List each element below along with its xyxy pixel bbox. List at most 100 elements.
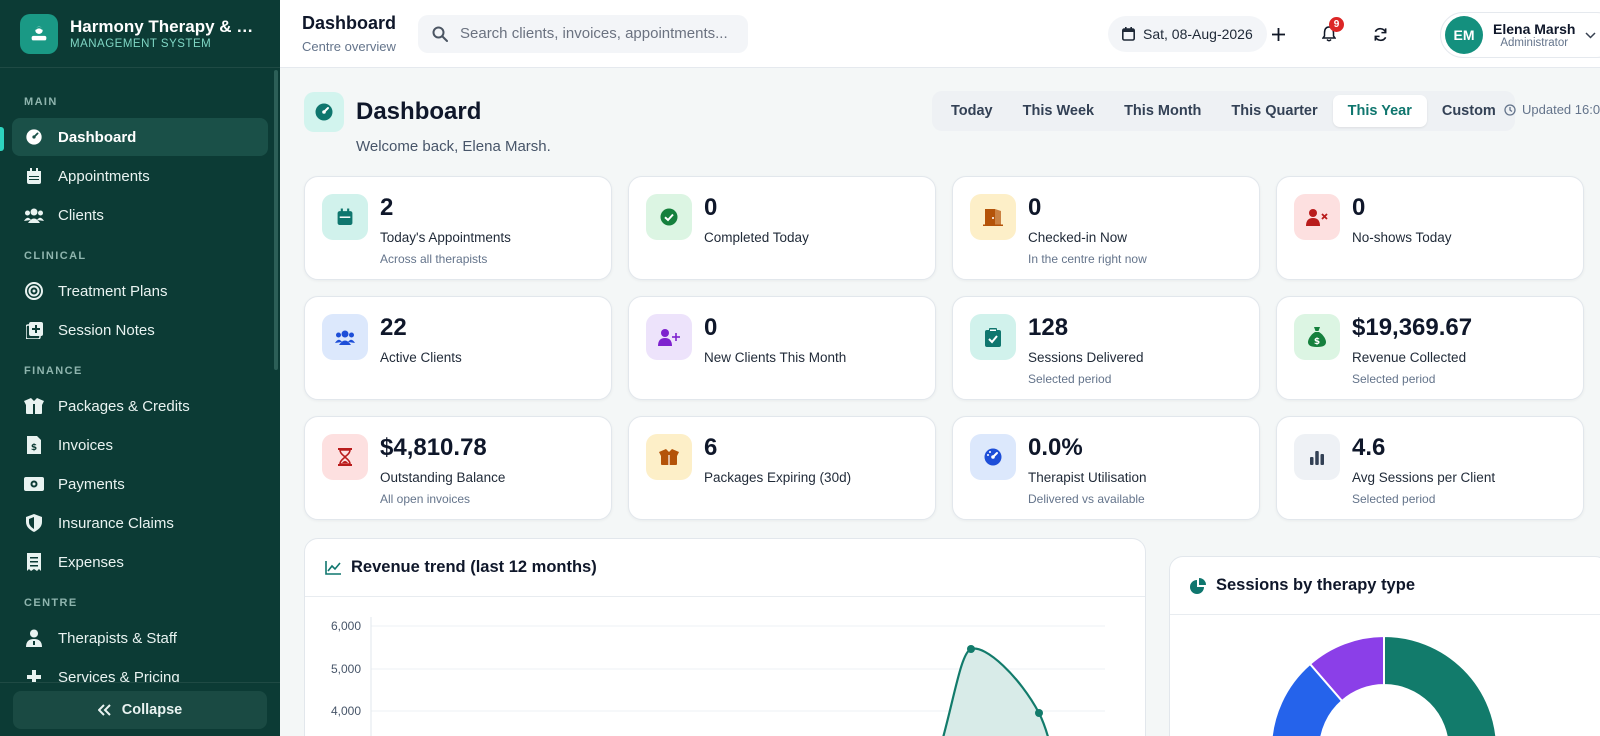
stat-value: 6 bbox=[704, 434, 718, 461]
box-icon bbox=[24, 396, 44, 416]
current-date: Sat, 08-Aug-2026 bbox=[1143, 26, 1253, 42]
stat-card[interactable]: 128 Sessions Delivered Selected period bbox=[952, 296, 1260, 400]
stat-card[interactable]: 4.6 Avg Sessions per Client Selected perio… bbox=[1276, 416, 1584, 520]
nav-section-centre: CENTRE bbox=[24, 597, 78, 609]
revenue-line bbox=[942, 647, 1049, 736]
sidebar-item-label: Dashboard bbox=[58, 128, 137, 146]
sidebar-item-label: Expenses bbox=[58, 553, 124, 571]
stat-value: $19,369.67 bbox=[1352, 314, 1473, 341]
stat-label: Completed Today bbox=[704, 230, 809, 245]
topbar: Dashboard Centre overview Search clients… bbox=[280, 0, 1600, 68]
calendar-icon bbox=[24, 166, 44, 186]
search-input[interactable]: Search clients, invoices, appointments..… bbox=[418, 14, 748, 53]
hourglass-icon bbox=[322, 434, 368, 480]
stat-card[interactable]: 0 No-shows Today bbox=[1276, 176, 1584, 280]
plus-icon bbox=[24, 667, 44, 682]
stat-value: 2 bbox=[380, 194, 394, 221]
revenue-point[interactable] bbox=[967, 645, 975, 653]
stat-label: Checked-in Now bbox=[1028, 230, 1128, 245]
sessions-donut-chart bbox=[1270, 634, 1498, 736]
user-role: Administrator bbox=[1500, 37, 1569, 49]
welcome-message: Welcome back, Elena Marsh. bbox=[356, 138, 551, 155]
line-chart-icon bbox=[325, 560, 341, 575]
stat-card[interactable]: 0 Completed Today bbox=[628, 176, 936, 280]
sidebar-item-label: Packages & Credits bbox=[58, 397, 190, 415]
user-x-icon bbox=[1294, 194, 1340, 240]
sidebar-item-session-notes[interactable]: Session Notes bbox=[12, 311, 268, 349]
search-placeholder: Search clients, invoices, appointments..… bbox=[460, 25, 728, 42]
stat-card[interactable]: 0 New Clients This Month bbox=[628, 296, 936, 400]
revenue-point[interactable] bbox=[1035, 709, 1043, 717]
search-icon bbox=[432, 26, 448, 42]
svg-text:$: $ bbox=[1314, 337, 1320, 347]
collapse-button[interactable]: Collapse bbox=[13, 691, 267, 729]
chevron-down-icon bbox=[1585, 31, 1597, 39]
sidebar-item-insurance-claims[interactable]: Insurance Claims bbox=[12, 504, 268, 542]
sidebar-item-payments[interactable]: Payments bbox=[12, 465, 268, 503]
period-this-quarter[interactable]: This Quarter bbox=[1231, 103, 1318, 119]
stat-label: Outstanding Balance bbox=[380, 470, 506, 485]
receipt-icon bbox=[24, 552, 44, 572]
nav-section-finance: FINANCE bbox=[24, 365, 83, 377]
stat-card[interactable]: $ $19,369.67 Revenue Collected Selected per… bbox=[1276, 296, 1584, 400]
sidebar-item-treatment-plans[interactable]: Treatment Plans bbox=[12, 272, 268, 310]
period-this-month[interactable]: This Month bbox=[1124, 103, 1202, 119]
stat-value: 0 bbox=[704, 314, 718, 341]
sidebar-item-clients[interactable]: Clients bbox=[12, 196, 268, 234]
stat-card[interactable]: $4,810.78 Outstanding Balance All open inv… bbox=[304, 416, 612, 520]
sidebar-item-services-pricing[interactable]: Services & Pricing bbox=[12, 658, 268, 682]
notifications-button[interactable]: 9 bbox=[1315, 17, 1344, 48]
sidebar-item-invoices[interactable]: $ Invoices bbox=[12, 426, 268, 464]
stat-value: 0 bbox=[1028, 194, 1042, 221]
sidebar-item-dashboard[interactable]: Dashboard bbox=[12, 118, 268, 156]
brand-logo-icon bbox=[20, 13, 58, 54]
sidebar-item-appointments[interactable]: Appointments bbox=[12, 157, 268, 195]
user-menu[interactable]: EM Elena Marsh Administrator bbox=[1440, 12, 1600, 58]
stat-card[interactable]: 0 Checked-in Now In the centre right now bbox=[952, 176, 1260, 280]
stat-value: $4,810.78 bbox=[380, 434, 487, 461]
add-button[interactable] bbox=[1264, 20, 1292, 48]
date-picker[interactable]: Sat, 08-Aug-2026 bbox=[1108, 16, 1267, 52]
revenue-chart: 6,000 5,000 4,000 bbox=[331, 617, 1105, 736]
stat-value: 4.6 bbox=[1352, 434, 1386, 461]
stat-subtext: In the centre right now bbox=[1028, 252, 1147, 266]
period-custom[interactable]: Custom bbox=[1441, 103, 1496, 119]
staff-icon bbox=[24, 628, 44, 648]
refresh-icon bbox=[1373, 27, 1388, 42]
door-icon bbox=[970, 194, 1016, 240]
sidebar-item-packages-credits[interactable]: Packages & Credits bbox=[12, 387, 268, 425]
sidebar-item-label: Insurance Claims bbox=[58, 514, 174, 532]
y-tick-label: 6,000 bbox=[331, 619, 361, 633]
active-indicator bbox=[0, 127, 4, 151]
sidebar-item-label: Clients bbox=[58, 206, 104, 224]
notification-badge: 9 bbox=[1329, 17, 1344, 32]
sidebar-item-therapists-staff[interactable]: Therapists & Staff bbox=[12, 619, 268, 657]
stat-subtext: Selected period bbox=[1352, 372, 1436, 386]
donut-slice[interactable] bbox=[1270, 662, 1344, 736]
plus-icon bbox=[1271, 27, 1285, 41]
sidebar-scrollbar[interactable] bbox=[274, 70, 278, 370]
donut-slice[interactable] bbox=[1383, 634, 1498, 736]
period-today[interactable]: Today bbox=[951, 103, 993, 119]
invoice-icon: $ bbox=[24, 435, 44, 455]
brand[interactable]: Harmony Therapy & Re... MANAGEMENT SYSTE… bbox=[0, 0, 280, 68]
stat-card[interactable]: 6 Packages Expiring (30d) bbox=[628, 416, 936, 520]
stat-label: Sessions Delivered bbox=[1028, 350, 1144, 365]
page-title: Dashboard bbox=[356, 98, 482, 125]
period-this-week[interactable]: This Week bbox=[1022, 103, 1095, 119]
period-this-year[interactable]: This Year bbox=[1332, 95, 1427, 127]
sidebar-item-label: Appointments bbox=[58, 167, 150, 185]
topbar-title: Dashboard bbox=[302, 13, 397, 33]
refresh-button[interactable] bbox=[1366, 20, 1394, 48]
stat-card[interactable]: 22 Active Clients bbox=[304, 296, 612, 400]
check-circle-icon bbox=[646, 194, 692, 240]
stat-value: 128 bbox=[1028, 314, 1069, 341]
sidebar-item-expenses[interactable]: Expenses bbox=[12, 543, 268, 581]
money-icon bbox=[24, 474, 44, 494]
stat-card[interactable]: 2 Today's Appointments Across all therapis… bbox=[304, 176, 612, 280]
stat-value: 0 bbox=[1352, 194, 1366, 221]
double-chevron-left-icon bbox=[97, 704, 112, 716]
y-tick-label: 4,000 bbox=[331, 704, 361, 718]
stat-card[interactable]: 0.0% Therapist Utilisation Delivered vs av… bbox=[952, 416, 1260, 520]
brand-subtitle: MANAGEMENT SYSTEM bbox=[70, 38, 212, 50]
